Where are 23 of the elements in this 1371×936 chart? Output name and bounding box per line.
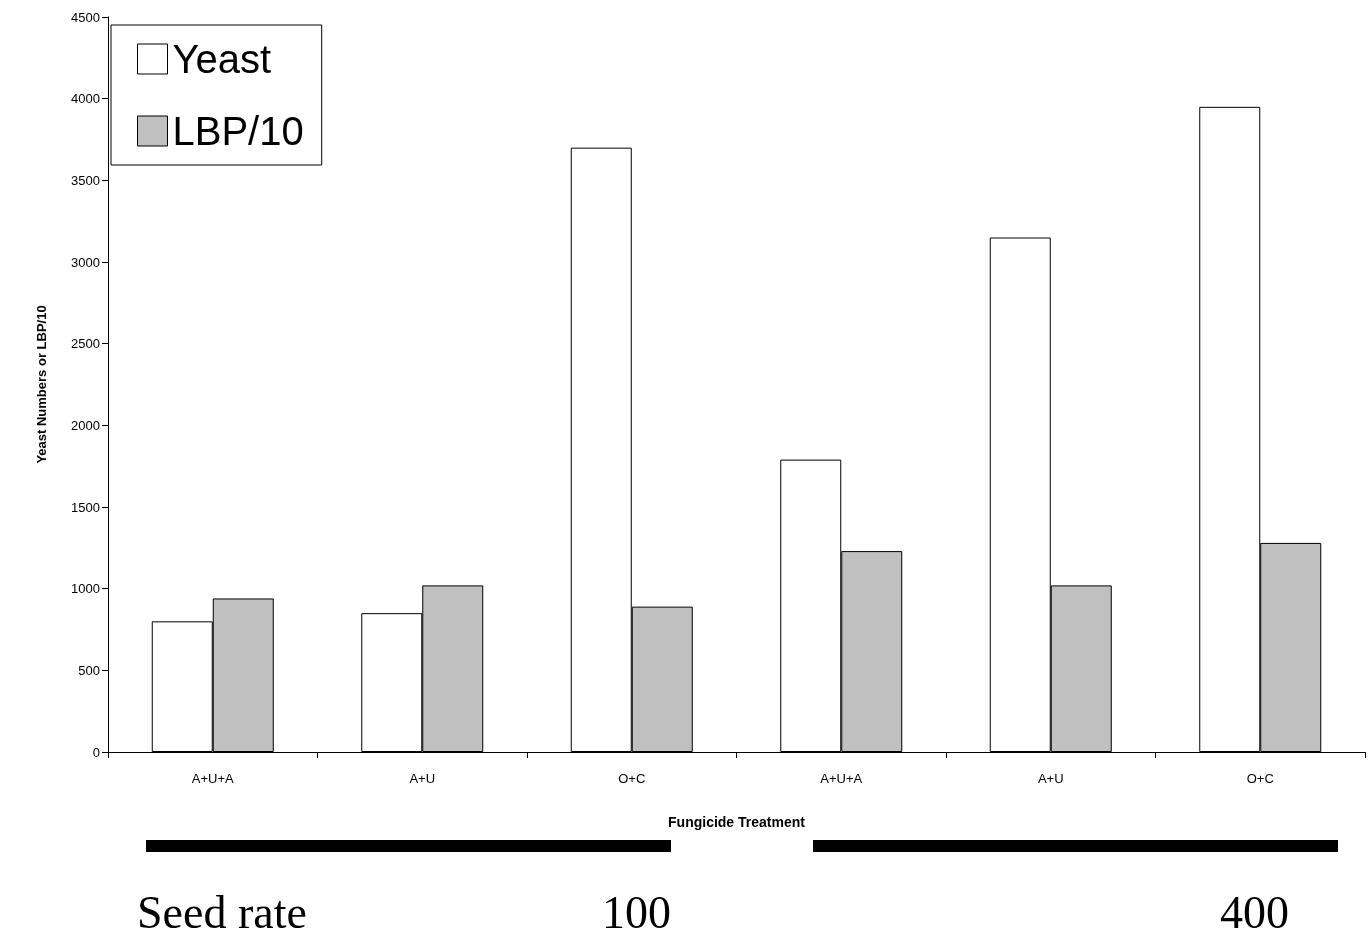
y-tick-label: 3000 bbox=[71, 254, 100, 270]
text: Seed rate bbox=[137, 887, 307, 936]
x-tick-label: O+C bbox=[1246, 771, 1274, 786]
x-tick-label: O+C bbox=[618, 771, 646, 786]
text: 400 bbox=[1220, 887, 1289, 936]
x-tick-label: A+U bbox=[1037, 771, 1064, 786]
x-axis-title: Fungicide Treatment bbox=[668, 814, 806, 830]
y-tick-label: 1000 bbox=[71, 581, 100, 597]
x-tick-label: A+U bbox=[409, 771, 436, 786]
y-tick-label: 500 bbox=[78, 662, 100, 678]
legend-label: LBP/10 bbox=[172, 109, 304, 153]
text: 100 bbox=[602, 887, 671, 936]
y-tick-label: 3500 bbox=[71, 172, 100, 188]
y-tick-label: 2000 bbox=[71, 417, 100, 433]
x-tick-label: A+U+A bbox=[191, 771, 235, 786]
y-tick-label: 0 bbox=[92, 744, 100, 760]
y-tick-label: 2500 bbox=[71, 336, 100, 352]
y-axis-title: Yeast Numbers or LBP/10 bbox=[34, 305, 49, 464]
y-tick-label: 4500 bbox=[71, 9, 100, 25]
y-tick-label: 4000 bbox=[71, 91, 100, 107]
y-tick-label: 1500 bbox=[71, 499, 100, 515]
legend-label: Yeast bbox=[172, 37, 272, 81]
x-tick-label: A+U+A bbox=[820, 771, 863, 786]
